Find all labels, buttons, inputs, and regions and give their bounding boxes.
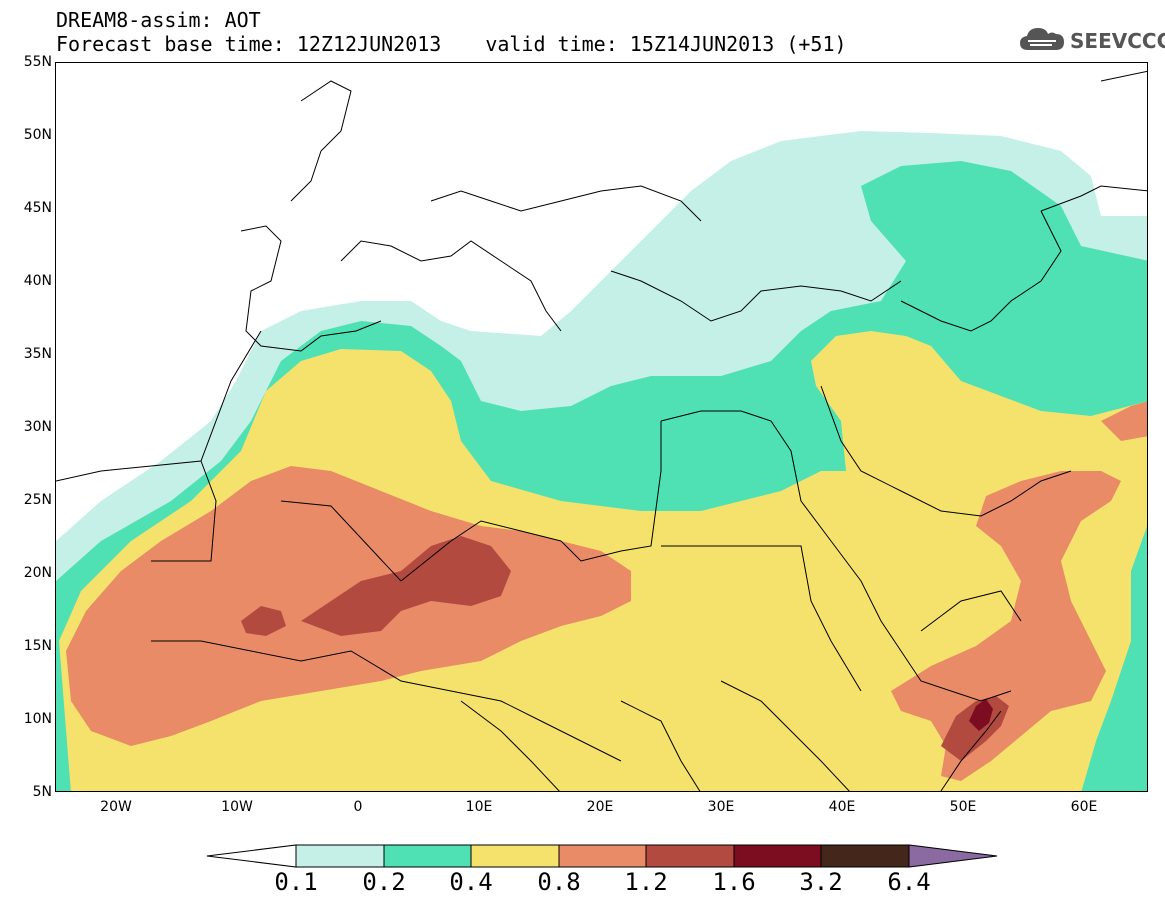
colorbar-swatch <box>645 844 735 868</box>
colorbar-label: 0.2 <box>362 868 406 896</box>
colorbar-swatch <box>470 844 560 868</box>
logo-text: SEEVCCC <box>1070 29 1165 53</box>
colorbar-label: 0.1 <box>274 868 318 896</box>
lat-label: 55N <box>23 54 52 70</box>
lat-label: 45N <box>23 200 52 216</box>
aot-contour-0.8-horn <box>891 471 1121 781</box>
aot-contour-0.8-patch <box>1101 401 1147 441</box>
map-canvas <box>56 70 1147 791</box>
lat-label: 25N <box>23 492 52 508</box>
lon-label: 60E <box>1070 799 1098 815</box>
colorbar-label: 1.6 <box>712 868 756 896</box>
lat-label: 15N <box>23 638 52 654</box>
colorbar-swatch <box>295 844 385 868</box>
lon-label: 10W <box>221 799 253 815</box>
aot-contour-1.6 <box>969 699 993 731</box>
lat-label: 10N <box>23 711 52 727</box>
lat-label: 5N <box>32 784 52 800</box>
aot-contour-1.2-mali <box>301 536 511 636</box>
lat-label: 40N <box>23 273 52 289</box>
aot-field <box>56 131 1147 791</box>
lon-label: 30E <box>707 799 735 815</box>
lon-label: 0 <box>353 799 363 815</box>
lon-label: 40E <box>828 799 856 815</box>
colorbar-label: 0.4 <box>449 868 493 896</box>
colorbar-swatch <box>733 844 822 868</box>
forecast-base-time: Forecast base time: 12Z12JUN2013 <box>56 32 442 56</box>
aot-map <box>55 62 1148 792</box>
colorbar-swatch <box>558 844 647 868</box>
country-borders <box>56 70 1147 791</box>
colorbar-swatch <box>383 844 472 868</box>
lon-label: 50E <box>949 799 977 815</box>
lat-label: 50N <box>23 127 52 143</box>
colorbar-label: 6.4 <box>887 868 931 896</box>
colorbar-overflow <box>908 844 998 868</box>
lat-label: 30N <box>23 419 52 435</box>
valid-time: valid time: 15Z14JUN2013 (+51) <box>485 32 847 56</box>
lat-label: 35N <box>23 346 52 362</box>
colorbar-label: 0.8 <box>537 868 581 896</box>
lon-label: 20W <box>100 799 132 815</box>
lat-label: 20N <box>23 565 52 581</box>
aot-contour-1.2-west <box>241 606 286 636</box>
seevccc-logo: SEEVCCC <box>1018 24 1165 60</box>
lon-label: 20E <box>586 799 614 815</box>
cloud-icon <box>1020 28 1064 50</box>
colorbar-label: 1.2 <box>624 868 668 896</box>
colorbar-underflow <box>206 844 297 868</box>
colorbar-label: 3.2 <box>799 868 843 896</box>
map-title: DREAM8-assim: AOT <box>56 8 261 32</box>
colorbar-swatch <box>820 844 910 868</box>
lon-label: 10E <box>465 799 493 815</box>
time-info: Forecast base time: 12Z12JUN2013 valid ti… <box>56 33 847 55</box>
